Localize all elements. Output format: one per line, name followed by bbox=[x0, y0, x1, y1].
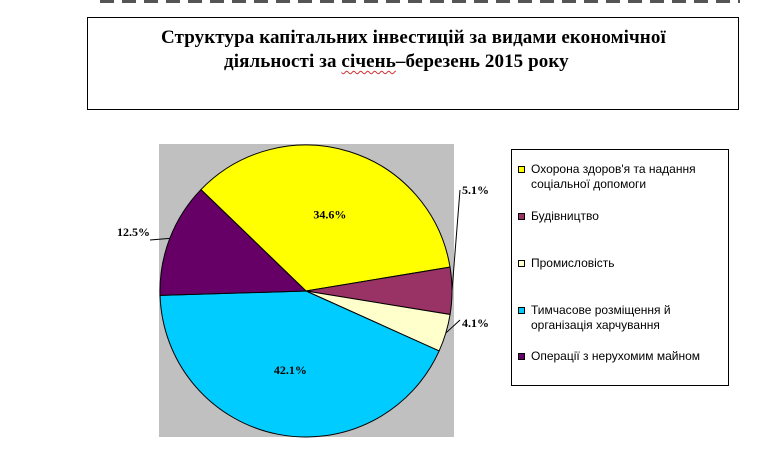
legend-label-real-estate: Операції з нерухомим майном bbox=[531, 349, 700, 363]
legend-label-construction: Будівництво bbox=[531, 209, 599, 223]
chart-title-line-2-suffix: –березень 2015 року bbox=[395, 51, 569, 72]
legend-label-industry: Промисловість bbox=[531, 256, 615, 270]
legend-label-health: Охорона здоров'я та надання соціальної д… bbox=[531, 162, 696, 191]
pie-leader-lines bbox=[149, 189, 461, 334]
pie-label-health: 34.6% bbox=[313, 207, 346, 221]
pie-leader-construction bbox=[451, 189, 461, 291]
legend-swatch-construction bbox=[518, 213, 525, 220]
chart-title-line-2: діяльності за січень–березень 2015 року bbox=[224, 51, 569, 73]
chart-title-line-2-prefix: діяльності за bbox=[224, 51, 342, 72]
pie-label-real-estate: 12.5% bbox=[117, 225, 150, 239]
legend-swatch-accommodation bbox=[518, 307, 525, 314]
pie-slice-accommodation bbox=[159, 290, 440, 438]
chart-title-box: Структура капітальних інвестицій за вида… bbox=[87, 17, 739, 110]
legend-swatch-health bbox=[518, 166, 525, 173]
chart-title-line-1: Структура капітальних інвестицій за вида… bbox=[161, 27, 666, 48]
pie-label-industry: 4.1% bbox=[462, 316, 489, 330]
pie-slice-real-estate bbox=[159, 188, 308, 296]
chart-legend: Охорона здоров'я та надання соціальної д… bbox=[511, 149, 729, 386]
top-stripe-decoration bbox=[100, 0, 740, 3]
chart-title-line-2-underlined: січень bbox=[341, 51, 396, 72]
legend-label-accommodation: Тимчасове розміщення й організація харчу… bbox=[531, 303, 671, 332]
pie-slice-health bbox=[200, 144, 451, 292]
pie-data-labels: 34.6% 5.1% 4.1% 42.1% 12.5% bbox=[117, 183, 489, 377]
pie-slices bbox=[159, 144, 453, 438]
legend-swatch-real-estate bbox=[518, 353, 525, 360]
pie-leader-industry bbox=[445, 319, 461, 334]
pie-label-accommodation: 42.1% bbox=[274, 363, 307, 377]
pie-leader-real-estate bbox=[149, 237, 170, 241]
legend-swatch-industry bbox=[518, 260, 525, 267]
pie-label-construction: 5.1% bbox=[462, 183, 489, 197]
